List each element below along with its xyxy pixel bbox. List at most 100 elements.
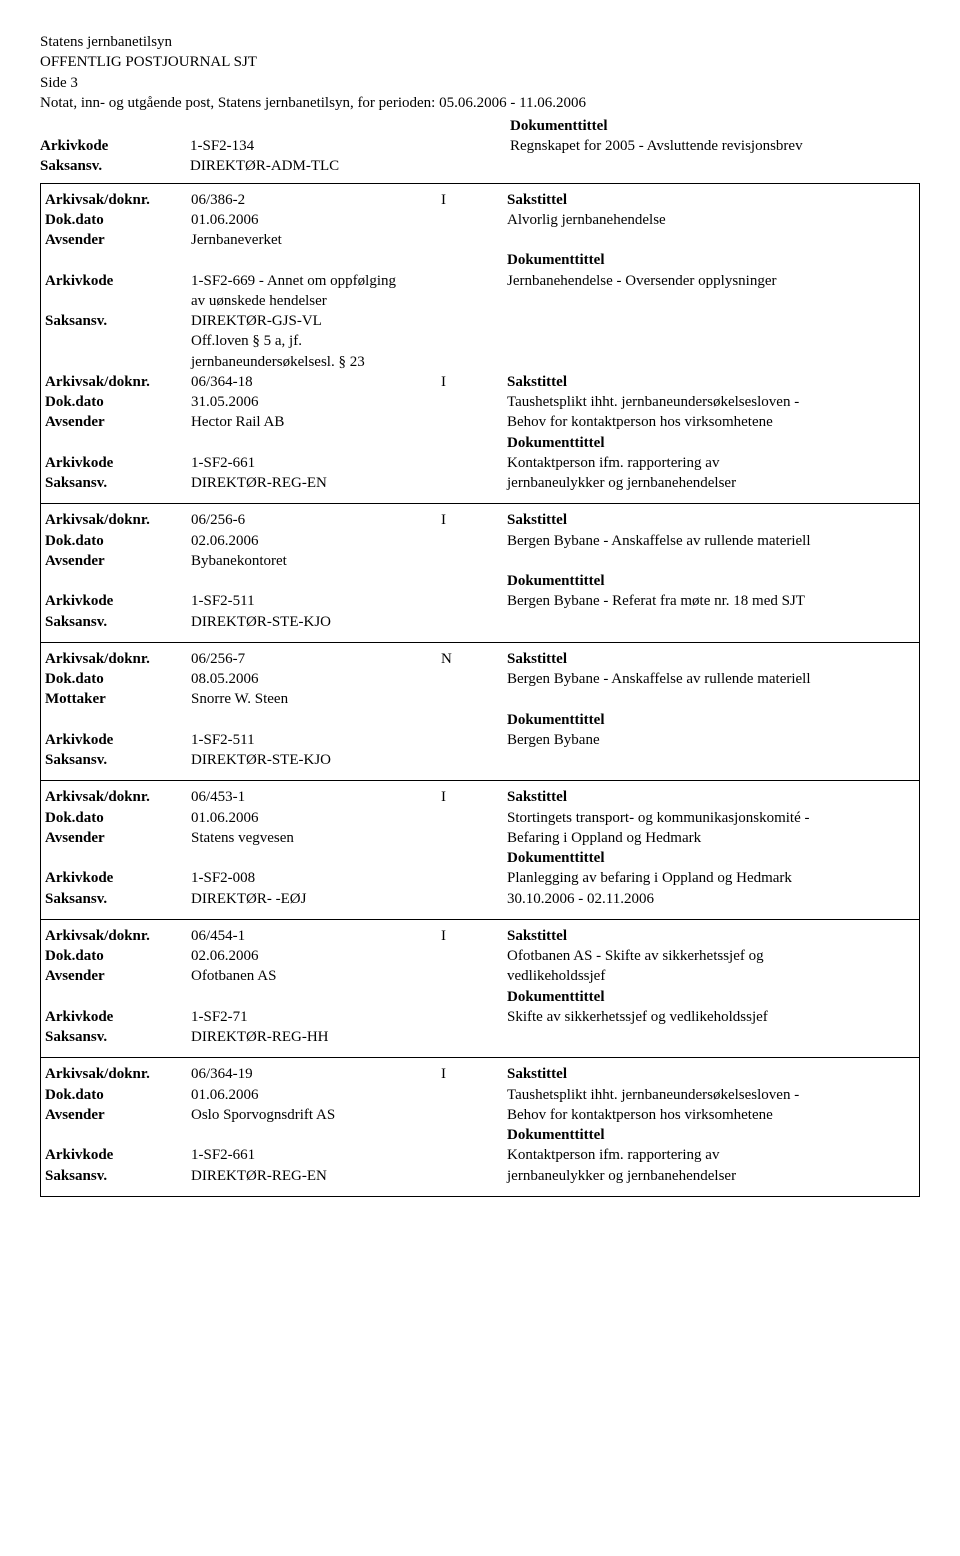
top-arkivkode-text: Regnskapet for 2005 - Avsluttende revisj… [510, 136, 920, 156]
arkivsak-label: Arkivsak/doknr. [45, 1066, 150, 1082]
arkivkode-label: Arkivkode [45, 455, 113, 471]
arkivkode-value: 1-SF2-511 [191, 593, 255, 609]
arkivsak-value: 06/386-2 [191, 192, 245, 208]
period-subtitle: Notat, inn- og utgående post, Statens je… [40, 95, 920, 112]
dokdato-value: 08.05.2006 [191, 671, 259, 687]
arkivsak-value: 06/256-7 [191, 651, 245, 667]
party-label: Avsender [45, 1107, 105, 1123]
saksansv-label: Saksansv. [45, 891, 107, 907]
saksansv-value: DIREKTØR-REG-EN [191, 1168, 327, 1184]
arkivsak-label: Arkivsak/doknr. [45, 512, 150, 528]
arkivsak-value: 06/364-19 [191, 1066, 253, 1082]
arkivkode-value: 1-SF2-661 [191, 455, 255, 471]
sakstittel-label: Sakstittel [507, 928, 567, 944]
saksansv-label: Saksansv. [45, 752, 107, 768]
top-arkivkode: 1-SF2-134 [190, 136, 510, 156]
dokdato-label: Dok.dato [45, 212, 104, 228]
journal-entry: Arkivsak/doknr. 06/256-7N Sakstittel Dok… [41, 643, 919, 782]
dokdato-label: Dok.dato [45, 810, 104, 826]
arkivsak-value: 06/364-18 [191, 374, 253, 390]
saksansv-value: DIREKTØR-REG-HH [191, 1029, 328, 1045]
dokdato-value: 02.06.2006 [191, 948, 259, 964]
sakstittel-text: Behov for kontaktperson hos virksomheten… [507, 1107, 773, 1123]
arkivkode-label: Arkivkode [45, 593, 113, 609]
doktittel-text: Kontaktperson ifm. rapportering av [507, 1147, 719, 1163]
arkivsak-value: 06/453-1 [191, 789, 245, 805]
dokdato-label: Dok.dato [45, 671, 104, 687]
arkivsak-label: Arkivsak/doknr. [45, 374, 150, 390]
dokdato-value: 02.06.2006 [191, 533, 259, 549]
sakstittel-text: Befaring i Oppland og Hedmark [507, 830, 701, 846]
party-value: Statens vegvesen [191, 830, 294, 846]
arkivkode-label: Arkivkode [45, 1147, 113, 1163]
arkivkode-value: 1-SF2-669 - Annet om oppfølging [191, 273, 396, 289]
sakstittel-text: Taushetsplikt ihht. jernbaneundersøkelse… [507, 394, 799, 410]
dokdato-label: Dok.dato [45, 948, 104, 964]
saksansv-value: DIREKTØR-REG-EN [191, 475, 327, 491]
org-name: Statens jernbanetilsyn [40, 32, 920, 52]
arkivkode-value: 1-SF2-511 [191, 732, 255, 748]
arkivkode-label: Arkivkode [45, 1009, 113, 1025]
arkivkode-value: 1-SF2-661 [191, 1147, 255, 1163]
top-saksansv: DIREKTØR-ADM-TLC [190, 156, 510, 176]
arkivsak-label: Arkivsak/doknr. [45, 789, 150, 805]
doktittel-text: Bergen Bybane - Referat fra møte nr. 18 … [507, 593, 805, 609]
entries-container: Arkivsak/doknr. 06/386-2 I Sakstittel Dok… [40, 183, 920, 1197]
doktittel-text: Skifte av sikkerhetssjef og vedlikeholds… [507, 1009, 768, 1025]
sakstittel-label: Sakstittel [507, 374, 567, 390]
saksansv-label: Saksansv. [45, 614, 107, 630]
party-label: Mottaker [45, 691, 106, 707]
saksansv-label: Saksansv. [45, 1168, 107, 1184]
doktittel-text: Kontaktperson ifm. rapportering av [507, 455, 719, 471]
journal-entry: Arkivsak/doknr. 06/386-2 I Sakstittel Dok… [41, 184, 919, 505]
sakstittel-text: Taushetsplikt ihht. jernbaneundersøkelse… [507, 1087, 799, 1103]
sakstittel-label: Sakstittel [507, 512, 567, 528]
sakstittel-text: Bergen Bybane - Anskaffelse av rullende … [507, 671, 811, 687]
page-number: Side 3 [40, 73, 920, 93]
doktittel-text: jernbaneulykker og jernbanehendelser [507, 1168, 736, 1184]
arkivkode-label: Arkivkode [45, 273, 113, 289]
io-code: I [441, 192, 446, 208]
io-code: I [441, 512, 446, 528]
party-value: Jernbaneverket [191, 232, 282, 248]
doktittel-text: jernbaneulykker og jernbanehendelser [507, 475, 736, 491]
doktittel-label: Dokumenttittel [507, 1127, 605, 1143]
doktittel-text: Planlegging av befaring i Oppland og Hed… [507, 870, 792, 886]
io-code: I [441, 1066, 446, 1082]
arkivkode-label: Arkivkode [45, 870, 113, 886]
saksansv-extra: Off.loven § 5 a, jf. [191, 333, 302, 349]
saksansv-value: DIREKTØR-STE-KJO [191, 752, 331, 768]
journal-entry: Arkivsak/doknr. 06/454-1I Sakstittel Dok… [41, 920, 919, 1059]
io-code: I [441, 374, 446, 390]
saksansv-label: Saksansv. [45, 1029, 107, 1045]
arkivkode-value: 1-SF2-008 [191, 870, 255, 886]
doktittel-text: Bergen Bybane [507, 732, 600, 748]
sakstittel-text: Behov for kontaktperson hos virksomheten… [507, 414, 773, 430]
sakstittel-text: Alvorlig jernbanehendelse [507, 212, 666, 228]
party-label: Avsender [45, 232, 105, 248]
arkivsak-label: Arkivsak/doknr. [45, 651, 150, 667]
dokdato-label: Dok.dato [45, 533, 104, 549]
sakstittel-text: Bergen Bybane - Anskaffelse av rullende … [507, 533, 811, 549]
party-label: Avsender [45, 968, 105, 984]
saksansv-label: Saksansv. [45, 313, 107, 329]
dokdato-label: Dok.dato [45, 1087, 104, 1103]
journal-entry: Arkivsak/doknr. 06/256-6I Sakstittel Dok… [41, 504, 919, 643]
dokdato-value: 01.06.2006 [191, 212, 259, 228]
doktittel-label: Dokumenttittel [507, 989, 605, 1005]
dokdato-value: 01.06.2006 [191, 1087, 259, 1103]
saksansv-label: Saksansv. [40, 156, 190, 176]
saksansv-extra: jernbaneundersøkelsesl. § 23 [191, 354, 365, 370]
dokdato-value: 31.05.2006 [191, 394, 259, 410]
io-code: I [441, 928, 446, 944]
party-value: Hector Rail AB [191, 414, 284, 430]
arkivsak-label: Arkivsak/doknr. [45, 928, 150, 944]
saksansv-label: Saksansv. [45, 475, 107, 491]
sakstittel-label: Sakstittel [507, 651, 567, 667]
sakstittel-label: Sakstittel [507, 789, 567, 805]
arkivsak-label: Arkivsak/doknr. [45, 192, 150, 208]
doktittel-label: Dokumenttittel [507, 573, 605, 589]
journal-entry: Arkivsak/doknr. 06/453-1I Sakstittel Dok… [41, 781, 919, 920]
doktittel-label: Dokumenttittel [507, 712, 605, 728]
saksansv-value: DIREKTØR-GJS-VL [191, 313, 322, 329]
